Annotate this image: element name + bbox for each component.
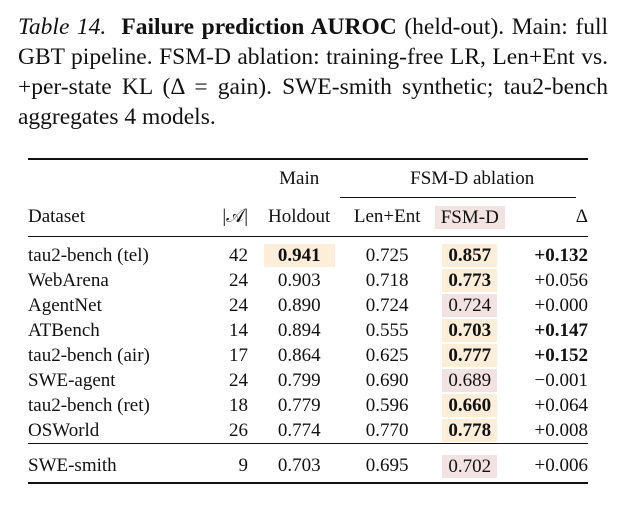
col-header-fsmd: FSM-D	[434, 205, 505, 229]
ablation-group-rule	[340, 197, 576, 198]
cell-delta: +0.147	[534, 319, 588, 341]
group-header-row: Main FSM-D ablation	[28, 159, 588, 198]
col-header-holdout: Holdout	[268, 206, 331, 227]
table-row: OSWorld 26 0.774 0.770 0.778 +0.008	[28, 418, 588, 444]
cell-lenent: 0.596	[365, 394, 409, 416]
table-row: AgentNet 24 0.890 0.724 0.724 +0.000	[28, 293, 588, 318]
cell-actions: 24	[229, 269, 249, 291]
col-header-delta: Δ	[575, 206, 588, 227]
cell-dataset: tau2-bench (air)	[28, 344, 150, 366]
cell-dataset: tau2-bench (ret)	[28, 394, 150, 416]
caption-text: (held-out). Main: full GBT pipeline. FSM…	[18, 14, 609, 130]
cell-holdout: 0.890	[277, 294, 321, 316]
cell-delta: +0.006	[534, 455, 588, 476]
cell-delta: +0.000	[534, 294, 588, 316]
table-caption: Table 14. Failure prediction AUROC (held…	[18, 12, 608, 132]
column-header-row: Dataset |𝒜| Holdout Len+Ent FSM-D Δ	[28, 198, 588, 237]
cell-fsmd: 0.689	[442, 369, 498, 392]
cell-dataset: SWE-agent	[28, 369, 116, 391]
cell-dataset: ATBench	[28, 319, 100, 341]
cell-lenent: 0.625	[365, 344, 409, 366]
cell-fsmd: 0.724	[442, 294, 498, 317]
cell-lenent: 0.555	[365, 319, 409, 341]
table-row: tau2-bench (tel) 42 0.941 0.725 0.857 +0…	[28, 243, 588, 268]
cell-fsmd: 0.703	[442, 319, 498, 342]
col-header-actions: |𝒜|	[222, 206, 249, 227]
cell-delta: +0.152	[534, 344, 588, 366]
table-row: tau2-bench (ret) 18 0.779 0.596 0.660 +0…	[28, 393, 588, 418]
cell-delta: +0.008	[534, 419, 588, 441]
cell-fsmd: 0.777	[442, 344, 498, 367]
cell-lenent: 0.690	[365, 369, 409, 391]
cell-lenent: 0.718	[365, 269, 409, 291]
cell-fsmd: 0.773	[442, 269, 498, 292]
cell-fsmd: 0.702	[442, 454, 498, 478]
cell-lenent: 0.695	[365, 455, 409, 476]
cell-fsmd: 0.857	[442, 244, 498, 267]
cell-actions: 9	[238, 455, 249, 476]
cell-holdout: 0.799	[277, 369, 321, 391]
cell-actions: 24	[229, 294, 249, 316]
group-header-main: Main	[279, 168, 320, 189]
caption-title: Failure prediction AUROC	[121, 14, 397, 40]
cell-actions: 18	[229, 394, 249, 416]
caption-label: Table 14.	[18, 14, 107, 40]
cell-lenent: 0.725	[365, 244, 409, 266]
cell-lenent: 0.770	[365, 419, 409, 441]
cell-holdout: 0.864	[277, 344, 321, 366]
cell-actions: 14	[229, 319, 249, 341]
col-header-lenent: Len+Ent	[353, 206, 421, 227]
cell-dataset: OSWorld	[28, 419, 100, 441]
cell-holdout: 0.774	[277, 419, 321, 441]
cell-actions: 26	[229, 419, 249, 441]
cell-fsmd: 0.778	[442, 419, 498, 442]
cell-holdout: 0.941	[263, 244, 335, 267]
cell-dataset: AgentNet	[28, 294, 102, 316]
table-row: tau2-bench (air) 17 0.864 0.625 0.777 +0…	[28, 343, 588, 368]
cell-actions: 17	[229, 344, 249, 366]
cell-actions: 24	[229, 369, 249, 391]
cell-actions: 42	[229, 244, 249, 266]
cell-holdout: 0.903	[277, 269, 321, 291]
cell-delta: +0.064	[534, 394, 588, 416]
cell-dataset: tau2-bench (tel)	[28, 244, 149, 266]
synthetic-row: SWE-smith 9 0.703 0.695 0.702 +0.006	[28, 450, 588, 483]
cell-fsmd: 0.660	[442, 394, 498, 417]
cell-delta: +0.056	[534, 269, 588, 291]
cell-lenent: 0.724	[365, 294, 409, 316]
group-header-ablation: FSM-D ablation	[410, 168, 535, 189]
cell-delta: +0.132	[534, 244, 588, 266]
table-row: SWE-agent 24 0.799 0.690 0.689 −0.001	[28, 368, 588, 393]
cell-holdout: 0.779	[277, 394, 321, 416]
table-row: WebArena 24 0.903 0.718 0.773 +0.056	[28, 268, 588, 293]
cell-dataset: WebArena	[28, 269, 109, 291]
cell-holdout: 0.894	[277, 319, 321, 341]
col-header-dataset: Dataset	[28, 206, 85, 227]
cell-delta: −0.001	[534, 369, 588, 391]
table-row: ATBench 14 0.894 0.555 0.703 +0.147	[28, 318, 588, 343]
cell-holdout: 0.703	[277, 455, 321, 476]
results-table: Main FSM-D ablation Dataset |𝒜| Holdout …	[28, 158, 588, 484]
cell-dataset: SWE-smith	[28, 455, 117, 476]
